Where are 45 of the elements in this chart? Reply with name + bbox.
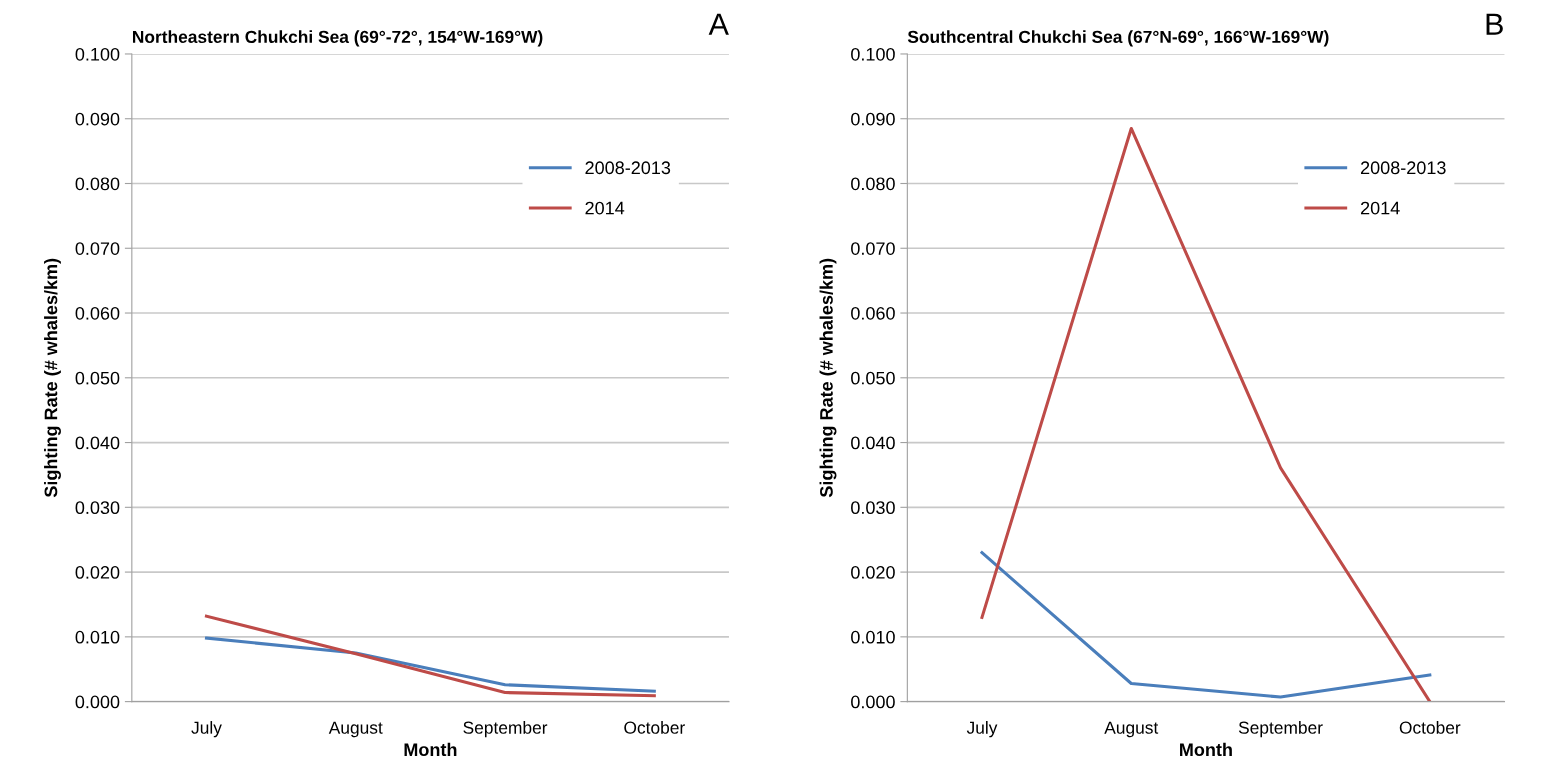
chart-title: Southcentral Chukchi Sea (67°N-69°, 166°W-169°W) xyxy=(907,30,1329,47)
y-tick-label: 0.000 xyxy=(851,695,895,709)
text: B xyxy=(1486,13,1503,35)
y-tick-label: 0.080 xyxy=(851,177,895,191)
y-tick-label: 0.010 xyxy=(75,630,120,644)
x-tick-label: September xyxy=(1238,721,1323,738)
x-tick-label: October xyxy=(1399,721,1461,734)
y-tick-label: 0.090 xyxy=(851,112,895,126)
y-tick-label: 0.050 xyxy=(851,371,895,385)
line-series xyxy=(204,636,656,693)
y-axis-title: Sighting Rate (# whales/km) xyxy=(44,258,61,498)
x-axis-title: Month xyxy=(1180,742,1232,757)
y-axis-title: Sighting Rate (# whales/km) xyxy=(819,258,837,498)
line-series xyxy=(980,551,1432,699)
y-tick-label: 0.070 xyxy=(851,242,895,255)
x-tick-label: October xyxy=(624,721,685,734)
x-tick-label: July xyxy=(191,721,222,738)
y-tick-label: 0.020 xyxy=(851,566,895,579)
y-tick-label: 0.020 xyxy=(75,566,120,579)
y-tick-label: 0.060 xyxy=(75,306,120,320)
x-tick-label: September xyxy=(463,721,548,738)
text: A xyxy=(708,13,729,35)
line-series xyxy=(204,614,656,698)
y-tick-label: 0.040 xyxy=(75,436,120,450)
legend-label: 2008-2013 xyxy=(585,161,671,175)
y-tick-label: 0.000 xyxy=(75,695,120,709)
legend-label: 2014 xyxy=(585,201,625,215)
y-tick-label: 0.030 xyxy=(75,501,120,515)
y-tick-label: 0.070 xyxy=(75,242,120,255)
x-tick-label: August xyxy=(1104,721,1159,738)
legend-label: 2008-2013 xyxy=(1360,161,1446,175)
y-tick-label: 0.010 xyxy=(851,630,895,644)
x-axis-title: Month xyxy=(404,742,457,757)
y-tick-label: 0.090 xyxy=(75,112,120,126)
y-tick-label: 0.040 xyxy=(851,436,895,450)
y-tick-label: 0.100 xyxy=(851,47,895,61)
legend-label: 2014 xyxy=(1360,201,1400,215)
y-tick-label: 0.060 xyxy=(851,306,895,320)
y-tick-label: 0.030 xyxy=(851,501,895,515)
chart-title: Northeastern Chukchi Sea (69°-72°, 154°W-169°W) xyxy=(133,30,543,47)
y-tick-label: 0.050 xyxy=(75,371,120,385)
y-tick-label: 0.100 xyxy=(75,47,120,61)
x-tick-label: August xyxy=(328,721,383,738)
y-tick-label: 0.080 xyxy=(75,177,120,191)
x-tick-label: July xyxy=(966,721,998,738)
